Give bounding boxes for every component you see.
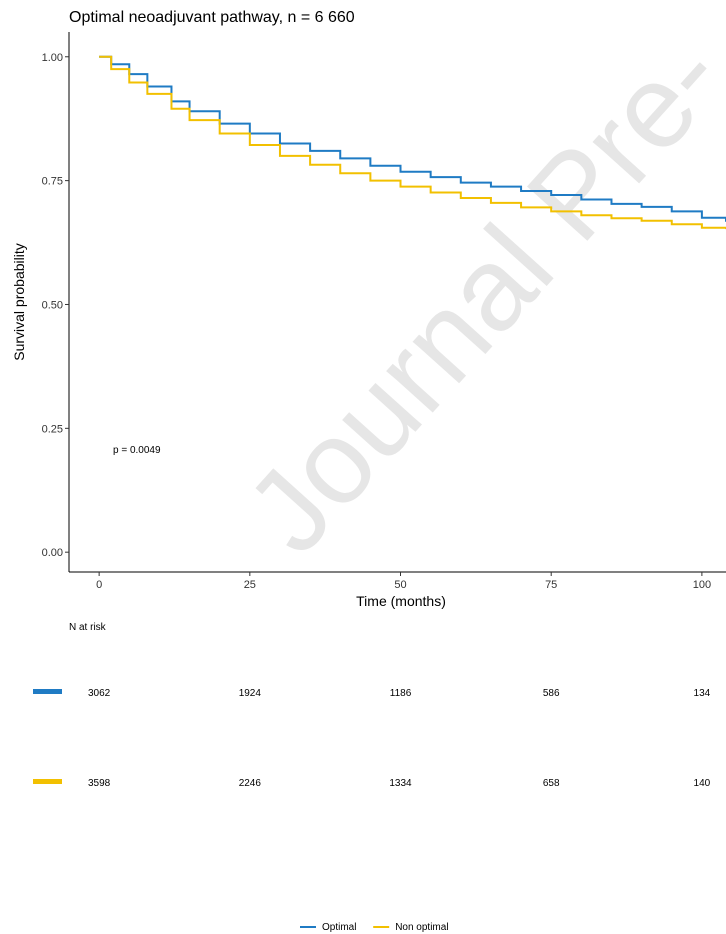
- risk-count-non-optimal: 3598: [88, 778, 111, 789]
- risk-count-optimal: 1186: [390, 688, 412, 699]
- x-tick-label: 25: [244, 579, 256, 591]
- survival-curve-non-optimal: [99, 55, 726, 230]
- x-tick-label: 100: [693, 579, 711, 591]
- watermark-text: Journal Pre-: [221, 11, 726, 577]
- risk-count-non-optimal: 658: [543, 778, 560, 789]
- risk-table: 3062 1924 1186 586 134 3598 2246 1334 658 140: [33, 688, 711, 789]
- y-tick-label: 0.25: [42, 423, 63, 435]
- y-ticks: 0.00 0.25 0.50 0.75 1.00: [42, 52, 69, 559]
- x-axis-label: Time (months): [356, 593, 446, 609]
- y-tick-label: 0.75: [42, 176, 63, 188]
- legend-label-non-optimal: Non optimal: [395, 922, 448, 933]
- x-tick-label: 0: [96, 579, 102, 591]
- x-tick-label: 50: [394, 579, 406, 591]
- risk-row-swatch-optimal: [33, 689, 62, 694]
- y-tick-label: 0.00: [42, 547, 63, 559]
- series-group: [99, 55, 726, 230]
- chart-title: Optimal neoadjuvant pathway, n = 6 660: [69, 9, 355, 26]
- legend-label-optimal: Optimal: [322, 922, 356, 933]
- y-tick-label: 1.00: [42, 52, 63, 64]
- x-ticks: 0 25 50 75 100: [96, 572, 711, 591]
- risk-count-optimal: 3062: [88, 688, 111, 699]
- x-tick-label: 75: [545, 579, 557, 591]
- risk-row-swatch-non-optimal: [33, 779, 62, 784]
- y-axis-label: Survival probability: [11, 243, 27, 361]
- risk-count-optimal: 586: [543, 688, 560, 699]
- risk-count-non-optimal: 1334: [389, 778, 412, 789]
- legend: Optimal Non optimal: [300, 922, 449, 933]
- y-tick-label: 0.50: [42, 299, 63, 311]
- risk-count-non-optimal: 2246: [239, 778, 262, 789]
- risk-table-title: N at risk: [69, 622, 107, 633]
- p-value-annotation: p = 0.0049: [113, 445, 161, 456]
- risk-count-non-optimal: 140: [694, 778, 711, 789]
- risk-count-optimal: 1924: [239, 688, 262, 699]
- risk-count-optimal: 134: [694, 688, 711, 699]
